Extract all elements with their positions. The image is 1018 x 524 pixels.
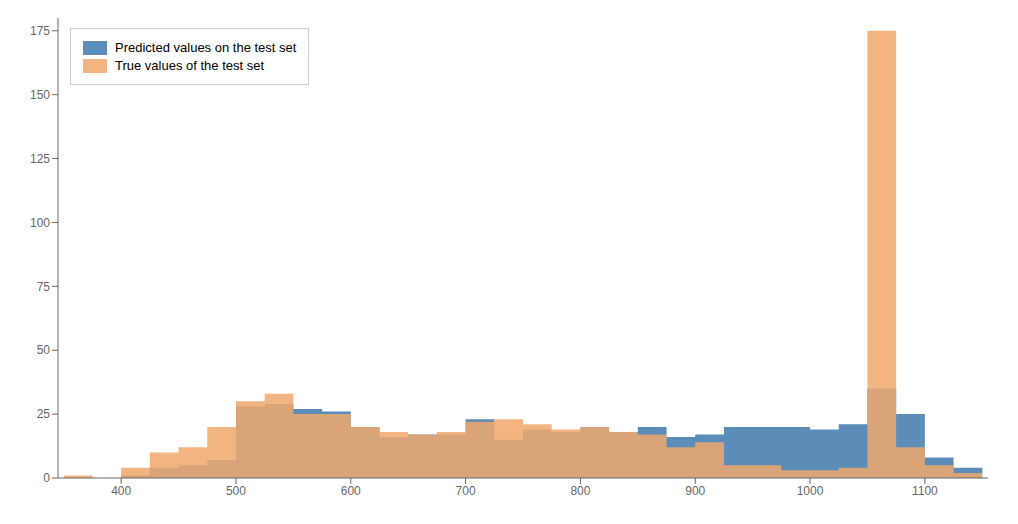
- svg-text:900: 900: [685, 484, 705, 498]
- svg-text:500: 500: [226, 484, 246, 498]
- svg-text:0: 0: [43, 471, 50, 485]
- svg-text:1100: 1100: [912, 484, 938, 498]
- svg-text:50: 50: [37, 343, 51, 357]
- svg-text:600: 600: [341, 484, 361, 498]
- svg-text:800: 800: [570, 484, 590, 498]
- svg-text:700: 700: [456, 484, 476, 498]
- svg-text:150: 150: [30, 88, 50, 102]
- svg-text:75: 75: [37, 280, 51, 294]
- svg-text:125: 125: [30, 152, 50, 166]
- svg-text:1000: 1000: [797, 484, 824, 498]
- svg-text:175: 175: [30, 24, 50, 38]
- html-text:True values of the test set: True values of the test set: [115, 58, 265, 73]
- html-text:Predicted values on the test s: Predicted values on the test set: [115, 40, 297, 55]
- svg-text:25: 25: [37, 407, 51, 421]
- svg-text:100: 100: [30, 216, 50, 230]
- svg-text:400: 400: [111, 484, 131, 498]
